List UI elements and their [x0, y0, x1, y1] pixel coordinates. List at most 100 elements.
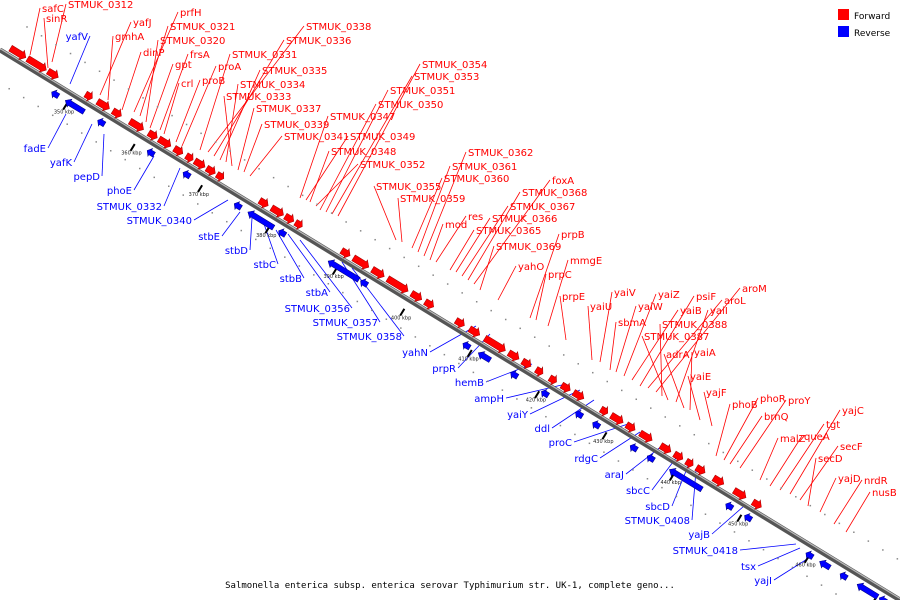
- guide-dot: [458, 362, 460, 365]
- gene-label: STMUK_0321: [170, 22, 235, 33]
- guide-dot: [182, 194, 185, 196]
- leader-line: [435, 215, 467, 263]
- leader-line: [213, 39, 285, 157]
- guide-dot: [559, 424, 562, 427]
- gene-label: STMUK_0387: [644, 332, 709, 343]
- leader-line: [429, 223, 444, 261]
- reverse-gene-arrow: [64, 98, 86, 115]
- leader-line: [107, 35, 114, 101]
- gene-label: STMUK_0347: [330, 112, 395, 123]
- forward-gene-arrow: [339, 247, 351, 259]
- leader-line: [139, 25, 169, 117]
- leader-line: [449, 229, 475, 271]
- guide-dot: [588, 442, 591, 445]
- forward-gene-arrow: [482, 334, 506, 354]
- guide-dot: [269, 247, 272, 250]
- gene-label: proA: [218, 62, 241, 73]
- gene-label: stbB: [280, 274, 302, 285]
- gene-body: [839, 571, 849, 581]
- guide-dot: [606, 380, 608, 383]
- tick-mark: [736, 514, 743, 523]
- leader-line: [671, 465, 689, 507]
- forward-gene-arrow: [672, 450, 684, 462]
- tick-mark: [601, 431, 608, 440]
- leader-line: [479, 245, 495, 291]
- leader-line: [121, 51, 142, 111]
- gene-body: [598, 405, 609, 417]
- leader-line: [623, 293, 657, 377]
- gene-label: safC: [42, 4, 64, 15]
- gene-label: STMUK_0408: [625, 516, 690, 527]
- gene-label: res: [468, 212, 483, 223]
- gene-body: [624, 421, 636, 433]
- guide-dot: [646, 478, 649, 480]
- guide-dot: [475, 301, 478, 303]
- gene-label: STMUK_0341: [284, 132, 349, 143]
- leader-line: [249, 217, 253, 251]
- tick-label: 430 kbp: [593, 439, 613, 445]
- gene-body: [879, 595, 888, 600]
- gene-arrows: [8, 45, 888, 600]
- gene-label: yahN: [402, 348, 428, 359]
- leader-line: [691, 469, 697, 521]
- guide-dot: [374, 238, 376, 241]
- guide-dot: [748, 540, 750, 542]
- gene-label: STMUK_0358: [337, 332, 402, 343]
- leader-line: [47, 113, 67, 149]
- guide-dot: [504, 318, 507, 321]
- leader-line: [193, 199, 229, 221]
- guide-dot: [356, 300, 359, 303]
- gene-body: [95, 98, 110, 112]
- legend-reverse-swatch: [838, 26, 849, 37]
- guide-dot: [255, 238, 257, 241]
- gene-label: STMUK_0359: [400, 194, 465, 205]
- tick-label: 420 kbp: [526, 398, 546, 404]
- guide-dot: [113, 79, 115, 81]
- gene-label: STMUK_0339: [264, 120, 329, 131]
- gene-body: [541, 388, 550, 399]
- gene-body: [146, 148, 156, 158]
- guide-dot: [574, 433, 576, 436]
- reverse-gene-arrow: [278, 228, 288, 238]
- guide-dot: [562, 354, 565, 356]
- guide-dot: [200, 132, 202, 135]
- gene-label: stbE: [198, 232, 220, 243]
- forward-gene-arrow: [453, 317, 465, 329]
- guide-dot: [519, 327, 521, 330]
- guide-dot: [185, 123, 188, 126]
- gene-label: proC: [549, 438, 572, 449]
- leader-line: [287, 233, 331, 293]
- guide-dot: [446, 283, 449, 285]
- guide-dot: [516, 398, 518, 400]
- gene-body: [339, 247, 351, 259]
- gene-body: [409, 290, 423, 303]
- gene-label: STMUK_0336: [286, 36, 351, 47]
- forward-gene-arrow: [269, 204, 284, 218]
- gene-label: STMUK_0337: [256, 104, 321, 115]
- gene-body: [592, 420, 602, 430]
- gene-body: [64, 98, 86, 115]
- leader-line: [101, 133, 105, 177]
- guide-dot: [69, 52, 72, 55]
- guide-dot: [719, 522, 721, 524]
- gene-label: tgt: [826, 420, 840, 431]
- reverse-gene-arrow: [97, 117, 107, 128]
- guide-dot: [896, 558, 899, 560]
- leader-line: [529, 233, 560, 319]
- legend-forward-swatch: [838, 9, 849, 20]
- forward-gene-arrow: [95, 98, 110, 112]
- guide-dot: [591, 371, 594, 374]
- leader-line: [149, 63, 174, 129]
- leader-line: [845, 491, 871, 533]
- leader-line: [655, 287, 741, 393]
- leader-line: [647, 299, 723, 389]
- gene-label: crl: [181, 79, 193, 90]
- gene-label: mod: [445, 220, 467, 231]
- gene-body: [327, 259, 361, 283]
- gene-label: yajI: [754, 576, 772, 587]
- tick-mark: [197, 184, 203, 193]
- guide-dot: [853, 531, 855, 533]
- reverse-gene-arrow: [575, 409, 585, 420]
- gene-body: [534, 366, 544, 377]
- guide-dot: [124, 158, 126, 161]
